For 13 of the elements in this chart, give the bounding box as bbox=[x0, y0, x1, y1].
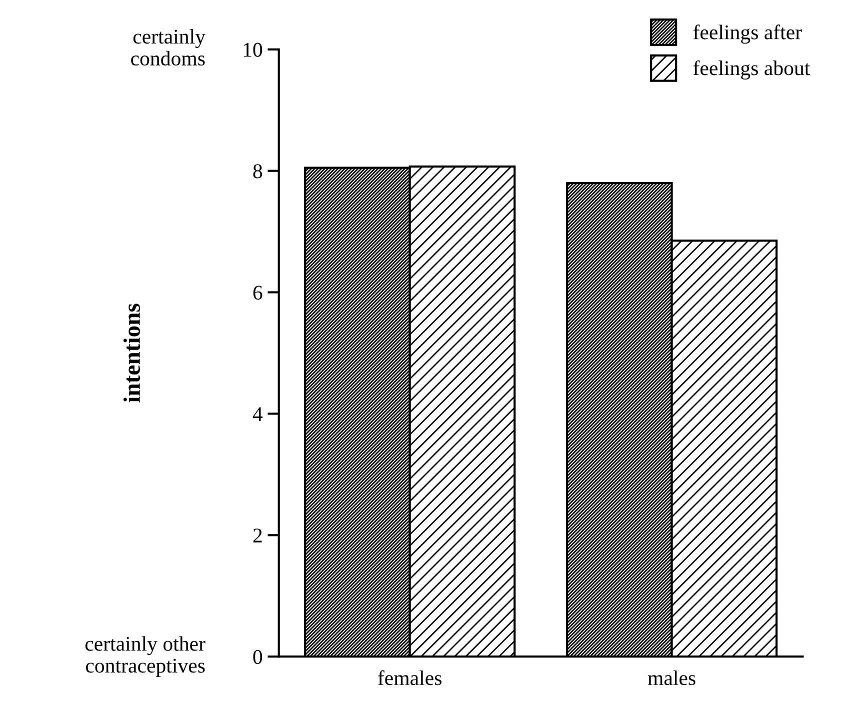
y-tick-label: 6 bbox=[253, 286, 262, 300]
y-tick-label: 2 bbox=[253, 528, 262, 542]
y-tick-label: 0 bbox=[253, 650, 262, 664]
legend-label: feelings about bbox=[693, 60, 810, 80]
x-tick-label: males bbox=[648, 670, 696, 686]
text: certainly other contraceptives bbox=[85, 636, 206, 677]
legend-label: feelings after bbox=[693, 24, 802, 44]
y-tick-label: 8 bbox=[253, 164, 262, 178]
y-axis-title: intentions bbox=[123, 304, 140, 402]
text: certainly condoms bbox=[131, 29, 206, 66]
y-tick-label: 10 bbox=[244, 42, 262, 57]
x-tick-label: females bbox=[378, 670, 442, 686]
y-tick-label: 4 bbox=[252, 407, 263, 421]
